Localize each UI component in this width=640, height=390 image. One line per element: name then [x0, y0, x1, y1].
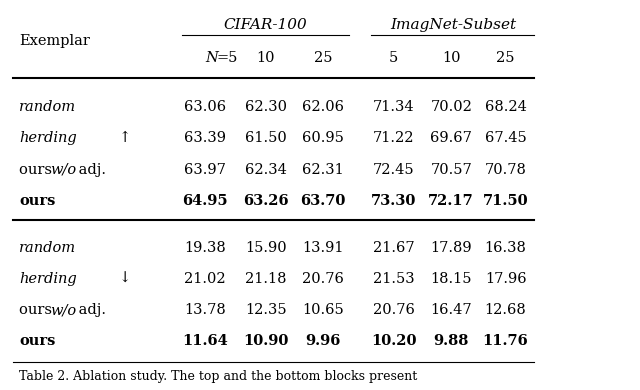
- Text: ours: ours: [19, 303, 57, 317]
- Text: 71.34: 71.34: [372, 100, 415, 114]
- Text: herding: herding: [19, 272, 77, 286]
- Text: 5: 5: [389, 51, 398, 66]
- Text: 70.02: 70.02: [430, 100, 472, 114]
- Text: ImagNet-Subset: ImagNet-Subset: [390, 18, 516, 32]
- Text: 72.17: 72.17: [428, 194, 474, 208]
- Text: random: random: [19, 100, 76, 114]
- Text: 21.02: 21.02: [184, 272, 226, 286]
- Text: 16.38: 16.38: [484, 241, 527, 255]
- Text: ↓: ↓: [118, 272, 131, 286]
- Text: 20.76: 20.76: [302, 272, 344, 286]
- Text: 17.96: 17.96: [484, 272, 527, 286]
- Text: 63.39: 63.39: [184, 131, 226, 145]
- Text: N: N: [205, 51, 218, 66]
- Text: 18.15: 18.15: [431, 272, 472, 286]
- Text: 15.90: 15.90: [244, 241, 287, 255]
- Text: 10.20: 10.20: [371, 334, 417, 348]
- Text: 67.45: 67.45: [484, 131, 527, 145]
- Text: 21.18: 21.18: [245, 272, 286, 286]
- Text: 12.68: 12.68: [484, 303, 527, 317]
- Text: 63.70: 63.70: [301, 194, 346, 208]
- Text: 70.57: 70.57: [430, 163, 472, 177]
- Text: 62.31: 62.31: [302, 163, 344, 177]
- Text: herding: herding: [19, 131, 77, 145]
- Text: 10: 10: [257, 51, 275, 66]
- Text: 9.96: 9.96: [305, 334, 341, 348]
- Text: 69.67: 69.67: [430, 131, 472, 145]
- Text: 12.35: 12.35: [244, 303, 287, 317]
- Text: ours: ours: [19, 194, 56, 208]
- Text: 13.91: 13.91: [303, 241, 344, 255]
- Text: w/o: w/o: [50, 163, 76, 177]
- Text: 17.89: 17.89: [430, 241, 472, 255]
- Text: random: random: [19, 241, 76, 255]
- Text: adj.: adj.: [74, 163, 106, 177]
- Text: Table 2. Ablation study. The top and the bottom blocks present: Table 2. Ablation study. The top and the…: [19, 370, 417, 383]
- Text: 10.90: 10.90: [243, 334, 288, 348]
- Text: 25: 25: [497, 51, 515, 66]
- Text: 10: 10: [442, 51, 460, 66]
- Text: =5: =5: [216, 51, 237, 66]
- Text: 21.67: 21.67: [372, 241, 415, 255]
- Text: Exemplar: Exemplar: [19, 34, 90, 48]
- Text: ours: ours: [19, 163, 57, 177]
- Text: 64.95: 64.95: [182, 194, 228, 208]
- Text: 10.65: 10.65: [302, 303, 344, 317]
- Text: 60.95: 60.95: [302, 131, 344, 145]
- Text: 63.97: 63.97: [184, 163, 226, 177]
- Text: 73.30: 73.30: [371, 194, 416, 208]
- Text: 72.45: 72.45: [372, 163, 415, 177]
- Text: CIFAR-100: CIFAR-100: [224, 18, 307, 32]
- Text: 25: 25: [314, 51, 332, 66]
- Text: 62.06: 62.06: [302, 100, 344, 114]
- Text: 13.78: 13.78: [184, 303, 226, 317]
- Text: 9.88: 9.88: [433, 334, 469, 348]
- Text: 70.78: 70.78: [484, 163, 527, 177]
- Text: 11.76: 11.76: [483, 334, 529, 348]
- Text: 62.34: 62.34: [244, 163, 287, 177]
- Text: 71.50: 71.50: [483, 194, 529, 208]
- Text: 68.24: 68.24: [484, 100, 527, 114]
- Text: ours: ours: [19, 334, 56, 348]
- Text: 71.22: 71.22: [373, 131, 414, 145]
- Text: 63.06: 63.06: [184, 100, 226, 114]
- Text: w/o: w/o: [50, 303, 76, 317]
- Text: 61.50: 61.50: [244, 131, 287, 145]
- Text: 16.47: 16.47: [430, 303, 472, 317]
- Text: 62.30: 62.30: [244, 100, 287, 114]
- Text: adj.: adj.: [74, 303, 106, 317]
- Text: 11.64: 11.64: [182, 334, 228, 348]
- Text: 20.76: 20.76: [372, 303, 415, 317]
- Text: ↑: ↑: [118, 131, 131, 145]
- Text: 21.53: 21.53: [372, 272, 415, 286]
- Text: 63.26: 63.26: [243, 194, 289, 208]
- Text: 19.38: 19.38: [184, 241, 226, 255]
